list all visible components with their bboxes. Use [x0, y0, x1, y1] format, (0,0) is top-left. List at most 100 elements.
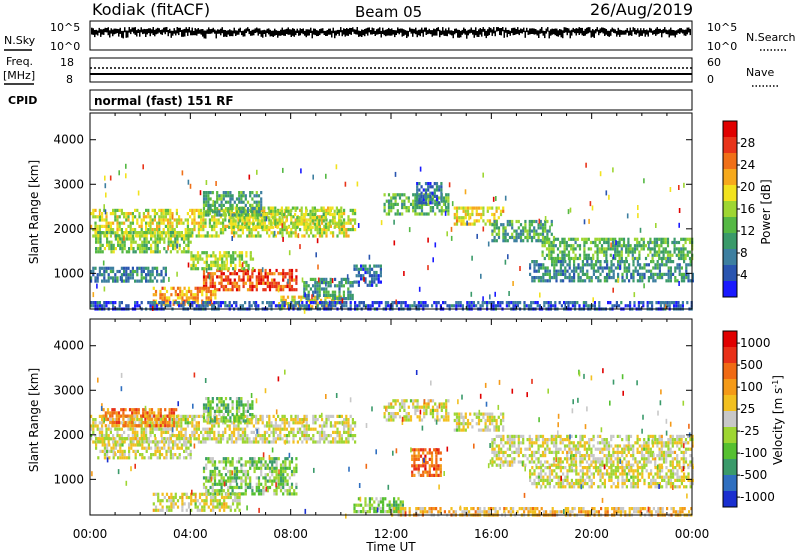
range-cell	[121, 250, 124, 254]
range-cell	[682, 250, 685, 254]
noise-sample	[686, 27, 688, 35]
noise-sample	[541, 27, 543, 34]
range-cell	[329, 304, 332, 308]
range-cell	[568, 260, 571, 264]
range-cell	[677, 253, 681, 257]
range-cell	[158, 240, 161, 244]
range-cell	[597, 266, 600, 270]
range-cell	[240, 257, 244, 261]
range-cell	[455, 222, 459, 226]
range-cell	[112, 440, 115, 444]
range-cell	[277, 221, 280, 225]
range-cell	[123, 279, 126, 283]
range-cell	[655, 240, 659, 245]
range-cell	[114, 273, 117, 277]
range-cell	[338, 301, 341, 305]
range-cell	[442, 196, 446, 200]
range-cell	[92, 234, 95, 238]
range-cell	[422, 301, 425, 305]
range-cell	[127, 273, 130, 277]
range-cell	[618, 304, 621, 308]
range-cell	[101, 212, 104, 216]
range-cell	[105, 212, 108, 216]
range-cell	[103, 269, 106, 274]
range-cell	[120, 301, 123, 305]
range-cell	[96, 424, 99, 428]
range-cell	[221, 257, 224, 261]
range-cell	[629, 250, 632, 254]
range-cell	[594, 250, 597, 254]
range-cell	[607, 237, 610, 241]
range-cell	[547, 304, 550, 308]
range-cell	[331, 290, 334, 294]
scatter-echo	[538, 218, 541, 224]
range-cell	[145, 234, 148, 238]
range-cell	[197, 434, 200, 438]
range-cell	[658, 263, 661, 267]
range-cell	[347, 437, 350, 441]
range-cell	[638, 244, 641, 248]
range-cell	[138, 440, 141, 444]
range-cell	[141, 243, 144, 247]
range-cell	[301, 304, 304, 308]
range-cell	[596, 247, 599, 251]
range-cell	[316, 287, 319, 291]
scatter-echo	[109, 175, 112, 181]
range-cell	[191, 414, 194, 418]
range-cell	[97, 231, 100, 235]
scatter-echo	[476, 233, 478, 239]
range-cell	[98, 228, 101, 232]
range-cell	[616, 247, 619, 251]
range-cell	[180, 221, 183, 225]
scatter-echo	[315, 252, 317, 258]
range-cell	[677, 301, 680, 305]
range-cell	[495, 219, 498, 224]
range-cell	[493, 226, 496, 230]
range-cell	[252, 225, 255, 229]
noise-sample	[236, 30, 238, 35]
range-cell	[572, 256, 575, 261]
range-cell	[288, 278, 291, 282]
range-cell	[552, 244, 555, 248]
range-cell	[229, 278, 232, 282]
range-cell	[162, 430, 165, 434]
range-cell	[533, 260, 536, 264]
range-cell	[455, 216, 459, 220]
range-cell	[462, 222, 465, 226]
range-cell	[182, 301, 185, 305]
range-cell	[129, 231, 132, 235]
range-cell	[305, 218, 308, 222]
range-cell	[556, 247, 560, 251]
range-cell	[160, 212, 163, 216]
range-cell	[347, 228, 350, 232]
range-cell	[134, 208, 137, 212]
range-cell	[334, 440, 337, 444]
range-cell	[198, 289, 202, 294]
range-cell	[217, 424, 220, 428]
range-cell	[211, 228, 214, 232]
range-cell	[614, 250, 617, 254]
range-cell	[655, 237, 659, 241]
range-cell	[586, 269, 589, 273]
range-cell	[158, 237, 161, 241]
range-cell	[222, 231, 225, 235]
noise-sample	[658, 28, 660, 34]
range-cell	[293, 288, 296, 292]
range-cell	[675, 247, 678, 251]
range-cell	[536, 304, 539, 308]
range-cell	[119, 456, 122, 460]
range-cell	[314, 284, 317, 288]
noise-sample	[127, 30, 129, 38]
range-cell	[208, 430, 211, 434]
noise-sample	[569, 30, 571, 39]
scatter-echo	[181, 170, 184, 176]
range-cell	[316, 218, 319, 222]
range-cell	[561, 256, 564, 261]
range-cell	[220, 278, 223, 282]
range-cell	[373, 274, 376, 278]
range-cell	[128, 443, 131, 447]
range-cell	[196, 293, 199, 297]
range-cell	[529, 266, 532, 270]
range-cell	[251, 288, 254, 292]
range-cell	[215, 218, 218, 222]
